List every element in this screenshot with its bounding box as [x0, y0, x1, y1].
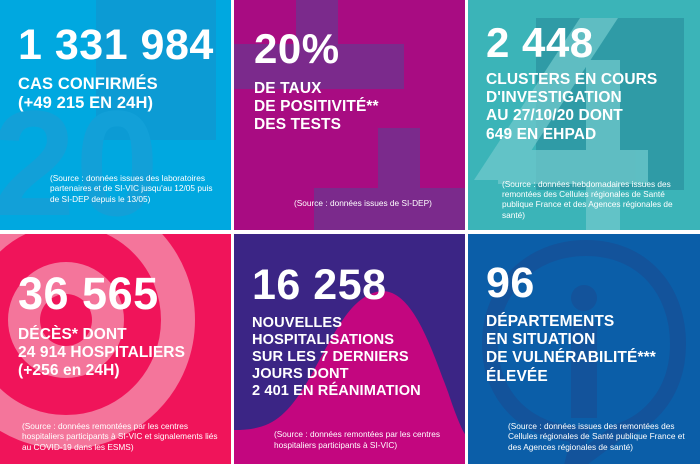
stat-source: (Source : données issues des laboratoire… — [50, 172, 213, 204]
stat-card-hospitalisations: 16 258 NOUVELLES HOSPITALISATIONS SUR LE… — [234, 234, 465, 464]
stat-source: (Source : données issues des remontées d… — [508, 420, 685, 452]
stat-value: 20% — [254, 25, 340, 72]
stat-source: (Source : données remontées par les cent… — [274, 429, 441, 450]
stat-label-line: HOSPITALISATIONS — [252, 332, 395, 349]
stat-source: (Source : données issues de SI-DEP) — [294, 197, 432, 208]
stat-label-line: 24 914 HOSPITALIERS — [18, 344, 186, 362]
stat-label-line: (+49 215 EN 24H) — [18, 94, 154, 113]
stat-label-line: CLUSTERS EN COURS — [486, 71, 658, 89]
stat-label-line: EN SITUATION — [486, 331, 596, 349]
stat-value: 2 448 — [486, 19, 594, 66]
stat-card-cas-confirmes: 20 1 331 984 CAS CONFIRMÉS (+49 215 EN 2… — [0, 0, 231, 230]
stat-card-departements-vulnerables: 96 DÉPARTEMENTS EN SITUATION DE VULNÉRAB… — [468, 234, 700, 464]
stat-label-line: JOURS DONT — [252, 366, 349, 383]
stat-label: DÉCÈS* DONT 24 914 HOSPITALIERS (+256 en… — [18, 326, 221, 380]
stat-value: 36 565 — [18, 268, 159, 319]
stat-label-line: AU 27/10/20 DONT — [486, 107, 623, 125]
stat-label-line: DES TESTS — [254, 116, 342, 134]
stat-card-taux-positivite: 20% DE TAUX DE POSITIVITÉ** DES TESTS (S… — [234, 0, 465, 230]
stat-label-line: NOUVELLES — [252, 315, 343, 332]
stat-label-line: 649 EN EHPAD — [486, 125, 597, 143]
stat-label: CAS CONFIRMÉS (+49 215 EN 24H) — [18, 75, 221, 114]
stat-source: (Source : données remontées par les cent… — [22, 420, 218, 452]
stat-label: NOUVELLES HOSPITALISATIONS SUR LES 7 DER… — [252, 315, 457, 400]
stat-label-line: (+256 en 24H) — [18, 362, 120, 380]
stat-card-clusters: 2 448 CLUSTERS EN COURS D'INVESTIGATION … — [468, 0, 700, 230]
stat-label-line: DÉCÈS* DONT — [18, 326, 127, 344]
stat-label-line: ÉLEVÉE — [486, 367, 548, 385]
stat-label: DÉPARTEMENTS EN SITUATION DE VULNÉRABILI… — [486, 313, 692, 386]
stat-label-line: 2 401 EN RÉANIMATION — [252, 383, 421, 400]
stat-label-line: DE POSITIVITÉ** — [254, 98, 379, 116]
stat-label-line: DE VULNÉRABILITÉ*** — [486, 349, 656, 367]
stat-value: 16 258 — [252, 261, 387, 309]
stat-label-line: CAS CONFIRMÉS — [18, 75, 158, 94]
stat-label-line: SUR LES 7 DERNIERS — [252, 349, 409, 366]
stat-value: 96 — [486, 259, 535, 307]
stat-value: 1 331 984 — [18, 21, 214, 69]
stat-label-line: DE TAUX — [254, 80, 322, 98]
stat-label: DE TAUX DE POSITIVITÉ** DES TESTS — [254, 80, 453, 134]
stat-label: CLUSTERS EN COURS D'INVESTIGATION AU 27/… — [486, 71, 692, 144]
stat-card-deces: 36 565 DÉCÈS* DONT 24 914 HOSPITALIERS (… — [0, 234, 231, 464]
stat-label-line: D'INVESTIGATION — [486, 89, 622, 107]
stat-label-line: DÉPARTEMENTS — [486, 313, 615, 331]
stat-source: (Source : données hebdomadaires issues d… — [502, 178, 673, 220]
